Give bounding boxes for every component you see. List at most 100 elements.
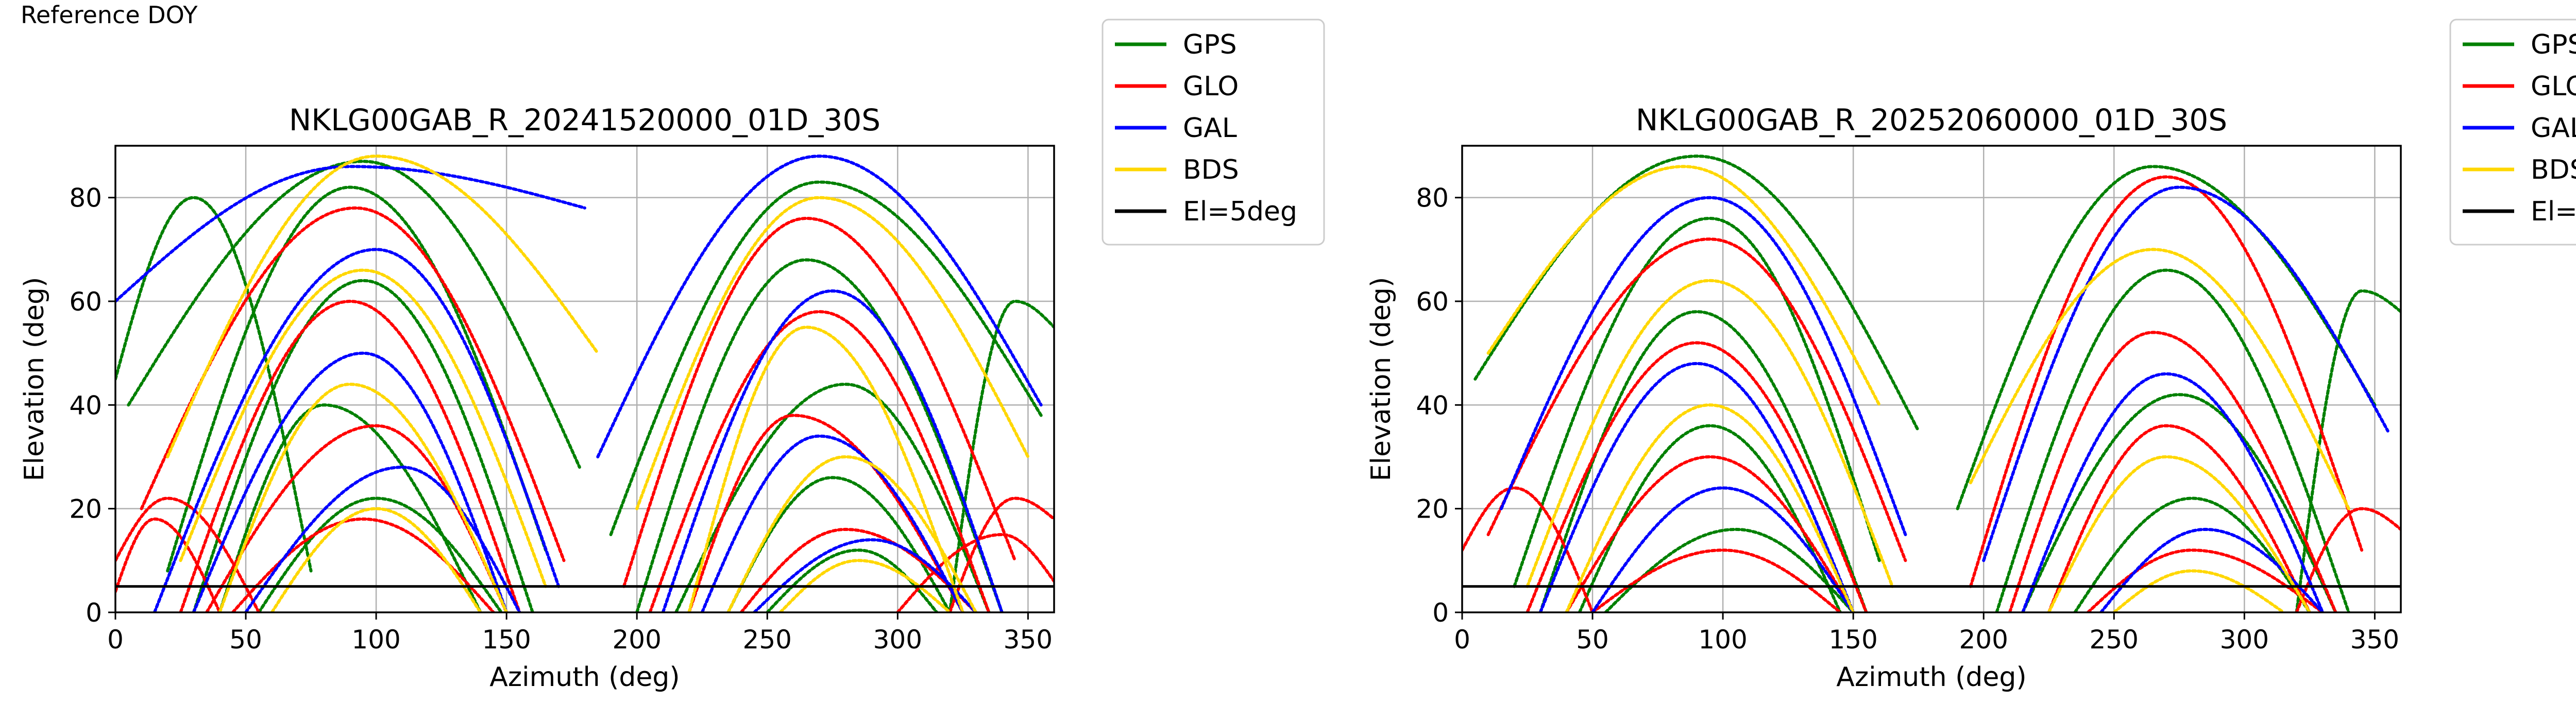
track-bds xyxy=(179,268,548,588)
track-gps xyxy=(1578,424,1842,612)
track-bds xyxy=(1565,403,1855,612)
legend: GPS GLO GAL BDS El=5deg xyxy=(2449,19,2576,246)
track-glo xyxy=(2008,331,2337,612)
y-tick-label: 40 xyxy=(1416,390,1449,420)
track-gal xyxy=(1499,196,1907,536)
track-gps xyxy=(166,185,548,573)
track-glo xyxy=(739,527,978,612)
x-tick-label: 150 xyxy=(482,625,531,655)
track-gps xyxy=(609,180,1043,536)
track-glo xyxy=(1591,548,1842,612)
y-tick-label: 20 xyxy=(69,494,102,524)
track-gal xyxy=(115,165,586,303)
track-glo xyxy=(1969,175,2364,588)
track-bds xyxy=(635,196,1030,510)
track-gps xyxy=(2073,496,2311,612)
track-gal xyxy=(152,248,561,612)
chart-title: NKLG00GAB_R_20252060000_01D_30S xyxy=(1636,102,2227,138)
x-tick-label: 200 xyxy=(1959,625,2008,655)
legend-label: GLO xyxy=(1183,71,1239,102)
x-tick-label: 350 xyxy=(1004,625,1053,655)
x-tick-label: 150 xyxy=(1828,625,1877,655)
track-glo xyxy=(115,496,261,612)
x-tick-label: 0 xyxy=(1454,625,1470,655)
x-tick-label: 0 xyxy=(107,625,124,655)
track-glo xyxy=(896,533,1054,612)
track-bds xyxy=(1526,279,1894,588)
track-gal xyxy=(753,538,978,612)
track-glo xyxy=(2047,424,2311,612)
x-axis-label: Azimuth (deg) xyxy=(1836,662,2026,693)
track-bds xyxy=(270,507,482,612)
chart-panel-2: NKLG00GAB_R_20252060000_01D_30S 0 50 100 150… xyxy=(1366,19,2576,693)
track-gal xyxy=(661,289,1004,612)
legend-label: BDS xyxy=(2531,155,2576,185)
track-glo xyxy=(231,517,495,612)
track-gps xyxy=(1538,310,1868,612)
legend-label: GAL xyxy=(1183,113,1237,144)
track-bds xyxy=(2047,455,2311,612)
track-gal xyxy=(192,351,509,612)
track-gps xyxy=(218,403,482,612)
legend-box xyxy=(1101,19,1325,246)
track-gps xyxy=(1604,527,1855,612)
track-gps xyxy=(2295,289,2401,612)
track-gps xyxy=(635,258,1004,612)
track-gal xyxy=(596,155,1043,458)
track-gal xyxy=(1591,486,1855,612)
track-gps xyxy=(1956,165,2377,510)
track-bds xyxy=(687,325,964,612)
track-gal xyxy=(244,466,521,612)
legend-box xyxy=(2449,19,2576,246)
track-glo xyxy=(115,517,222,612)
y-tick-label: 60 xyxy=(69,287,102,317)
track-gps xyxy=(115,196,313,573)
legend-label: GPS xyxy=(1183,29,1237,60)
track-gal xyxy=(1538,362,1855,612)
track-gal xyxy=(700,434,964,612)
x-tick-label: 250 xyxy=(743,625,792,655)
data-layer xyxy=(1462,155,2401,612)
x-tick-label: 300 xyxy=(873,625,922,655)
y-tick-label: 60 xyxy=(1416,287,1449,317)
track-gal xyxy=(1982,185,2389,562)
legend-label: El=5deg xyxy=(2531,196,2576,227)
y-tick-label: 0 xyxy=(1432,598,1449,628)
x-tick-label: 100 xyxy=(1698,625,1747,655)
x-tick-label: 100 xyxy=(351,625,400,655)
legend-label: GAL xyxy=(2531,113,2576,144)
x-tick-label: 350 xyxy=(2350,625,2399,655)
track-bds xyxy=(166,155,600,458)
axes-frame xyxy=(1461,145,2402,613)
track-gps xyxy=(257,496,503,612)
y-tick-label: 80 xyxy=(1416,183,1449,213)
data-layer xyxy=(115,155,1054,612)
track-bds xyxy=(2112,569,2285,612)
track-gps xyxy=(674,383,991,612)
legend-label: BDS xyxy=(1183,155,1239,185)
track-bds xyxy=(1969,248,2350,510)
y-axis-label: Elevation (deg) xyxy=(1366,277,1397,482)
y-axis-label: Elevation (deg) xyxy=(19,277,50,482)
track-gps xyxy=(2021,393,2337,612)
chart-panel-1: NKLG00GAB_R_20241520000_01D_30S 0 50 100 150… xyxy=(19,19,1325,693)
y-tick-label: 0 xyxy=(86,598,102,628)
track-glo xyxy=(948,496,1054,612)
track-glo xyxy=(1526,341,1868,612)
legend: GPS GLO GAL BDS El=5deg xyxy=(1101,19,1325,246)
x-tick-label: 200 xyxy=(613,625,662,655)
track-gps xyxy=(1513,216,1881,588)
legend-label: El=5deg xyxy=(1183,196,1297,227)
x-tick-label: 50 xyxy=(1576,625,1609,655)
axes-frame xyxy=(114,145,1055,613)
track-glo xyxy=(2086,548,2325,612)
track-glo xyxy=(648,310,991,612)
track-bds xyxy=(1486,165,1881,407)
track-bds xyxy=(218,383,509,612)
track-gal xyxy=(2021,372,2325,612)
y-tick-label: 20 xyxy=(1416,494,1449,524)
y-tick-label: 40 xyxy=(69,390,102,420)
x-tick-label: 50 xyxy=(229,625,262,655)
track-gps xyxy=(948,300,1054,612)
